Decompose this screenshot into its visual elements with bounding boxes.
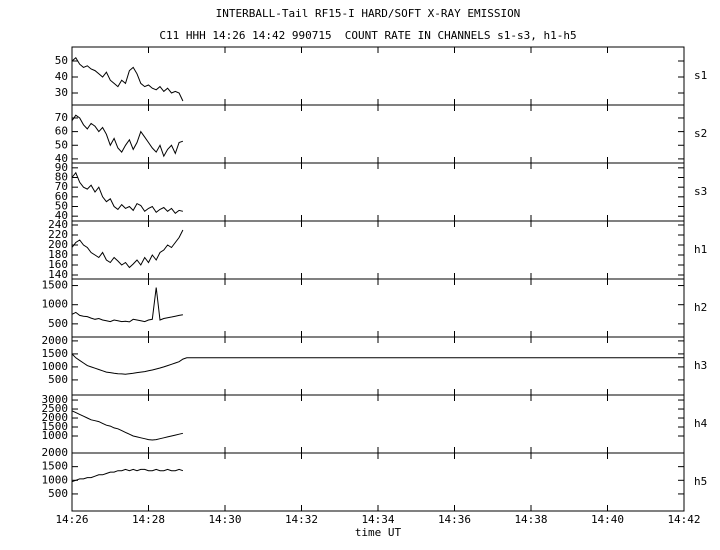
panel-label: h1 (694, 243, 707, 256)
y-tick-label: 240 (48, 218, 68, 231)
y-tick-label: 140 (48, 268, 68, 281)
panel-frame (71, 336, 685, 396)
panel-frame (71, 452, 685, 512)
x-tick-label: 14:26 (55, 513, 88, 526)
y-tick-label: 40 (55, 209, 68, 222)
panel-label: s3 (694, 185, 707, 198)
y-tick-label: 500 (48, 317, 68, 330)
y-tick-label: 50 (55, 200, 68, 213)
data-line (71, 410, 184, 441)
data-line (71, 57, 184, 102)
panel-label: s2 (694, 127, 707, 140)
y-tick-label: 1000 (42, 298, 69, 311)
y-tick-label: 60 (55, 125, 68, 138)
data-line (71, 287, 183, 323)
y-tick-label: 1500 (42, 420, 69, 433)
x-tick-label: 14:34 (361, 513, 394, 526)
panel-label: h3 (694, 359, 707, 372)
y-tick-label: 40 (55, 70, 68, 83)
panel-frame (71, 104, 685, 164)
panel-label: h2 (694, 301, 707, 314)
y-tick-label: 200 (48, 238, 68, 251)
panel-frame (71, 394, 685, 454)
y-tick-label: 70 (55, 180, 68, 193)
y-tick-label: 90 (55, 161, 68, 174)
y-tick-label: 50 (55, 138, 68, 151)
data-line (71, 468, 184, 483)
y-tick-label: 1000 (42, 429, 69, 442)
x-tick-label: 14:38 (514, 513, 547, 526)
y-tick-label: 180 (48, 248, 68, 261)
panel-label: h5 (694, 475, 707, 488)
y-tick-label: 160 (48, 258, 68, 271)
panel-frame (71, 162, 685, 222)
y-tick-label: 1500 (42, 347, 69, 360)
y-tick-label: 3000 (42, 393, 69, 406)
data-line (71, 171, 184, 214)
data-line (71, 114, 184, 158)
y-tick-label: 1500 (42, 279, 69, 292)
y-tick-label: 70 (55, 111, 68, 124)
y-tick-label: 2000 (42, 411, 69, 424)
chart-subtitle: C11 HHH 14:26 14:42 990715 COUNT RATE IN… (159, 29, 576, 42)
y-tick-label: 2500 (42, 402, 69, 415)
y-tick-label: 40 (55, 152, 68, 165)
data-line (71, 229, 184, 269)
x-tick-label: 14:40 (591, 513, 624, 526)
y-tick-label: 80 (55, 171, 68, 184)
x-tick-label: 14:28 (132, 513, 165, 526)
y-tick-label: 60 (55, 190, 68, 203)
y-tick-label: 500 (48, 373, 68, 386)
y-tick-label: 30 (55, 86, 68, 99)
chart-title: INTERBALL-Tail RF15-I HARD/SOFT X-RAY EM… (216, 7, 521, 20)
panel-label: h4 (694, 417, 708, 430)
x-tick-label: 14:32 (285, 513, 318, 526)
y-tick-label: 220 (48, 228, 68, 241)
y-tick-label: 2000 (42, 446, 69, 459)
y-tick-label: 500 (48, 487, 68, 500)
x-tick-label: 14:42 (667, 513, 700, 526)
y-tick-label: 2000 (42, 334, 69, 347)
data-line (71, 353, 684, 375)
panel-label: s1 (694, 69, 707, 82)
x-tick-label: 14:30 (208, 513, 241, 526)
y-tick-label: 1500 (42, 460, 69, 473)
x-tick-label: 14:36 (438, 513, 471, 526)
panel-frame (71, 46, 685, 106)
y-tick-label: 1000 (42, 360, 69, 373)
y-tick-label: 1000 (42, 473, 69, 486)
y-tick-label: 50 (55, 54, 68, 67)
panel-frame (71, 278, 685, 338)
x-axis-label: time UT (355, 526, 402, 539)
